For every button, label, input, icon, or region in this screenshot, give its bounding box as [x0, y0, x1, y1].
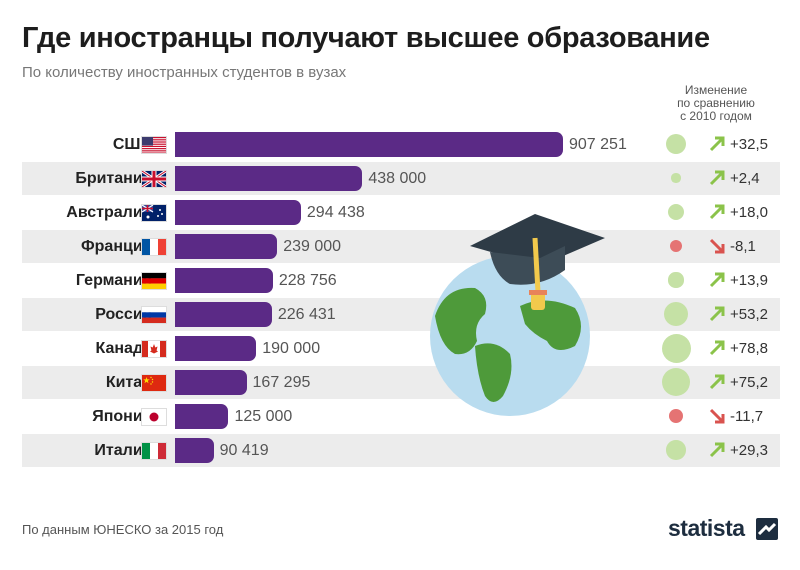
france-flag-icon	[142, 239, 166, 255]
russia-flag-icon	[142, 307, 166, 323]
change-bubble	[666, 440, 686, 460]
country-label: Италия	[94, 442, 152, 459]
germany-flag-icon	[142, 273, 166, 289]
bar[interactable]	[175, 200, 301, 225]
change-label: +53,2	[730, 306, 768, 323]
bar[interactable]	[175, 268, 273, 293]
bar[interactable]	[175, 336, 257, 361]
statista-logo-icon	[756, 518, 778, 540]
table-row: США 907 251 +32,5	[22, 128, 780, 161]
country-label: Австралия	[66, 204, 152, 221]
chart-title: Где иностранцы получают высшее образован…	[22, 22, 710, 54]
arrow-down-right-icon	[709, 238, 725, 254]
value-label: 190 000	[262, 340, 321, 357]
chart-subtitle: По количеству иностранных студентов в ву…	[22, 64, 347, 81]
change-bubble	[663, 301, 689, 327]
change-bubble	[671, 173, 681, 183]
source-note: По данным ЮНЕСКО за 2015 год	[22, 522, 224, 537]
japan-flag-icon	[142, 409, 166, 425]
bar[interactable]	[175, 370, 247, 395]
arrow-up-right-icon	[709, 340, 725, 356]
value-label: 167 295	[252, 374, 311, 391]
bar[interactable]	[175, 234, 278, 259]
country-label: Китай	[105, 374, 152, 391]
country-label: Германия	[75, 272, 152, 289]
change-bubble	[668, 408, 684, 424]
change-label: +13,9	[730, 272, 768, 289]
table-row: Франция 239 000 -8,1	[22, 230, 780, 263]
bar[interactable]	[175, 438, 214, 463]
table-row: Британия 438 000 +2,4	[22, 162, 780, 195]
country-label: Россия	[95, 306, 152, 323]
change-label: -8,1	[730, 238, 756, 255]
value-label: 907 251	[569, 136, 627, 153]
country-label: Британия	[75, 170, 152, 187]
bar[interactable]	[175, 404, 229, 429]
table-row: Германия 228 756 +13,9	[22, 264, 780, 297]
table-row: Канада 190 000 +78,8	[22, 332, 780, 365]
bar[interactable]	[175, 302, 272, 327]
value-label: 226 431	[277, 306, 336, 323]
change-header-line: с 2010 годом	[680, 109, 752, 123]
country-label: Япония	[92, 408, 152, 425]
table-row: Италия 90 419 +29,3	[22, 434, 780, 467]
change-label: +78,8	[730, 340, 768, 357]
graduation-globe-illustration	[430, 214, 605, 416]
bar[interactable]	[175, 132, 563, 157]
table-row: Китай 167 295 +75,2	[22, 366, 780, 399]
value-label: 228 756	[278, 272, 337, 289]
change-column-header: Изменение по сравнению с 2010 годом	[662, 84, 770, 123]
arrow-up-right-icon	[709, 306, 725, 322]
australia-flag-icon	[142, 205, 166, 221]
arrow-up-right-icon	[709, 272, 725, 288]
change-bubble	[661, 367, 691, 397]
table-row: Австралия 294 438 +18,0	[22, 196, 780, 229]
change-label: +18,0	[730, 204, 768, 221]
change-bubble	[669, 239, 683, 253]
bar[interactable]	[175, 166, 363, 191]
change-bubble	[665, 133, 687, 155]
value-label: 90 419	[219, 442, 269, 459]
change-label: +75,2	[730, 374, 768, 391]
value-label: 438 000	[368, 170, 427, 187]
uk-flag-icon	[142, 171, 166, 187]
table-row: Япония 125 000 -11,7	[22, 400, 780, 433]
change-bubble	[661, 333, 691, 363]
change-label: -11,7	[730, 408, 764, 425]
arrow-down-right-icon	[709, 408, 725, 424]
change-label: +29,3	[730, 442, 768, 459]
arrow-up-right-icon	[709, 136, 725, 152]
arrow-up-right-icon	[709, 204, 725, 220]
change-label: +2,4	[730, 170, 760, 187]
arrow-up-right-icon	[709, 442, 725, 458]
country-label: Франция	[81, 238, 152, 255]
change-header-line: по сравнению	[677, 96, 755, 110]
canada-flag-icon	[142, 341, 166, 357]
arrow-up-right-icon	[709, 374, 725, 390]
china-flag-icon	[142, 375, 166, 391]
us-flag-icon	[142, 137, 166, 153]
value-label: 294 438	[306, 204, 365, 221]
country-label: Канада	[95, 340, 152, 357]
arrow-up-right-icon	[709, 170, 725, 186]
logo-text: statista	[668, 515, 745, 541]
italy-flag-icon	[142, 443, 166, 459]
change-bubble	[667, 203, 685, 221]
change-header-line: Изменение	[684, 83, 748, 97]
change-bubble	[668, 272, 684, 288]
change-label: +32,5	[730, 136, 768, 153]
value-label: 125 000	[234, 408, 293, 425]
table-row: Россия 226 431 +53,2	[22, 298, 780, 331]
value-label: 239 000	[283, 238, 342, 255]
